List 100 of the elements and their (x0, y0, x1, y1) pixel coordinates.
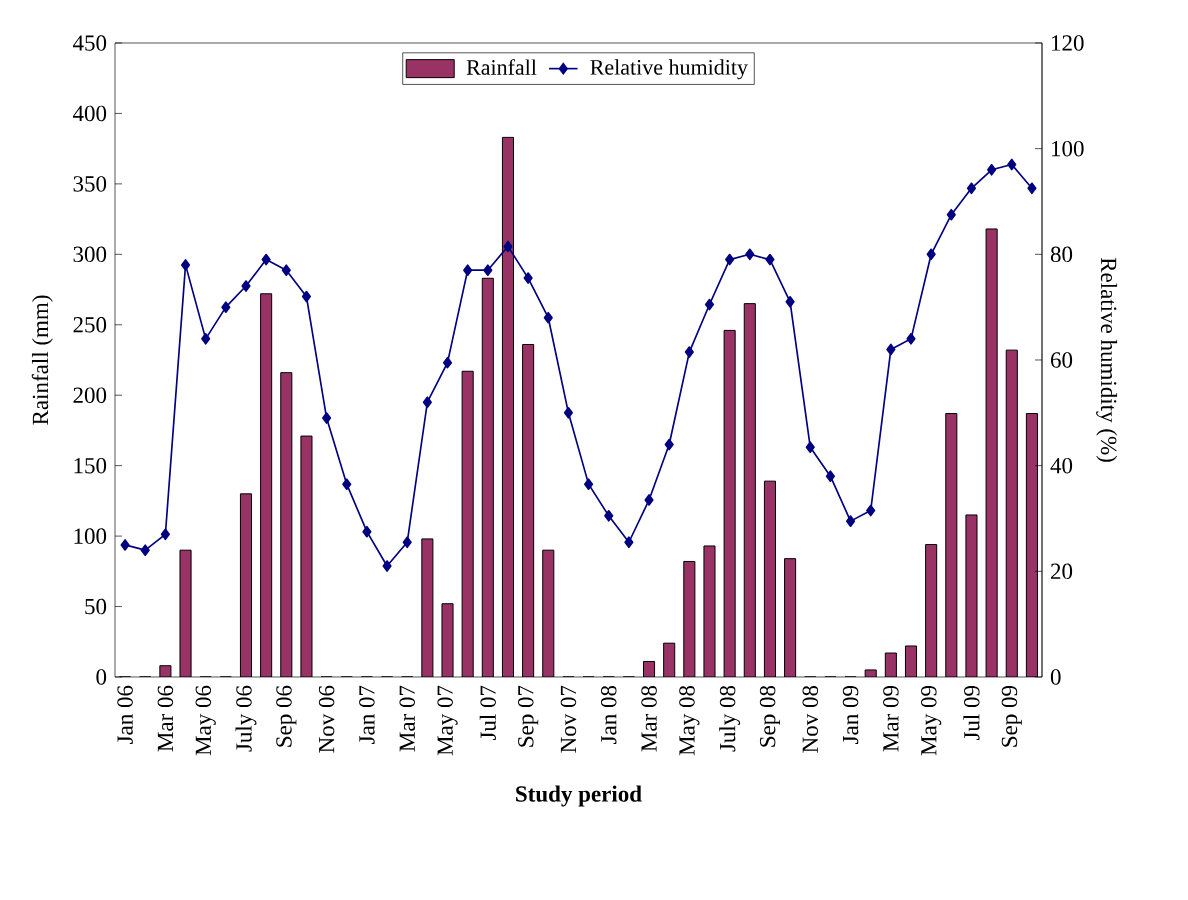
point (1027, 182, 1037, 195)
x-tick-label: Jan 06 (117, 685, 133, 744)
point (442, 356, 453, 369)
point (483, 264, 493, 277)
point (342, 478, 352, 490)
point (301, 290, 312, 303)
point (725, 253, 735, 266)
x-tick-label: Nov 06 (318, 685, 335, 753)
point (825, 470, 835, 483)
y2-tick-label: 40 (1050, 457, 1073, 474)
y2-tick-label: 60 (1050, 352, 1073, 368)
point (583, 478, 594, 490)
y-tick-label: 100 (74, 528, 107, 544)
point (563, 406, 574, 419)
point (140, 544, 150, 557)
point (523, 272, 533, 284)
x-tick-label: Mar 08 (641, 685, 657, 752)
point (664, 438, 674, 451)
x-tick-label: May 06 (195, 685, 216, 756)
point (402, 536, 412, 549)
y-tick-label: 250 (73, 317, 107, 333)
point (644, 494, 654, 506)
x-tick-label: Sep 09 (1001, 685, 1022, 747)
point (684, 346, 694, 358)
point (221, 301, 231, 313)
point (362, 525, 372, 538)
point (765, 253, 775, 266)
x-tick-label: May 08 (679, 685, 700, 756)
bar (239, 493, 253, 677)
y2-tick-label: 80 (1050, 246, 1073, 263)
point (120, 539, 130, 551)
point (281, 264, 291, 277)
point (866, 504, 876, 517)
point (604, 510, 614, 522)
bar (945, 413, 958, 677)
x-tick-label: May 09 (921, 685, 942, 756)
x-tick-label: May 07 (437, 685, 458, 756)
bar (501, 136, 515, 677)
bar (1005, 349, 1018, 677)
y-tick-label: 0 (96, 669, 107, 685)
y-tick-label: 200 (73, 387, 107, 403)
x-tick-label: Jan 07 (359, 685, 375, 744)
x-tick-label: Jan 08 (600, 685, 617, 744)
point (201, 333, 211, 345)
y-tick-label: 350 (73, 176, 107, 192)
point (845, 515, 856, 527)
bar (743, 303, 756, 677)
point (463, 264, 473, 277)
point (926, 248, 936, 261)
point (241, 280, 251, 292)
x-tick-label: Mar 06 (157, 685, 174, 752)
x-tick-label: Nov 07 (560, 685, 577, 753)
point (704, 298, 715, 311)
x-tick-label: Jan 09 (842, 685, 859, 744)
point (1007, 158, 1017, 171)
y2-tick-label: 0 (1050, 669, 1061, 685)
y-axis-title: Rainfall (mm) (31, 295, 53, 425)
x-tick-label: July 06 (235, 685, 257, 752)
point (785, 296, 795, 308)
y-tick-label: 300 (73, 246, 107, 263)
x-tick-label: Nov 08 (802, 685, 819, 753)
point (382, 560, 392, 572)
point (886, 343, 896, 356)
point (987, 163, 997, 176)
x-tick-label: July 08 (719, 685, 741, 752)
y2-axis-title: Relative humidity (%) (1096, 257, 1118, 462)
y-tick-label: 450 (72, 35, 107, 51)
point (624, 536, 634, 549)
bar (461, 370, 474, 677)
point (966, 182, 977, 195)
y-tick-label: 50 (85, 598, 107, 615)
x-tick-label: Mar 07 (399, 685, 415, 752)
point (261, 253, 271, 266)
point (946, 208, 956, 221)
bar (1025, 413, 1038, 677)
point (160, 528, 170, 541)
point (180, 259, 191, 271)
bar (723, 329, 736, 677)
point (805, 441, 815, 453)
y-tick-label: 400 (72, 105, 107, 122)
x-tick-label: Jul 07 (479, 685, 496, 741)
point (322, 412, 332, 424)
point (543, 311, 553, 324)
bar (280, 372, 293, 677)
bar (260, 293, 273, 677)
x-tick-label: Jul 09 (963, 685, 980, 741)
legend-label: Rainfall (466, 59, 537, 75)
bar (985, 228, 998, 677)
y-tick-label: 150 (74, 457, 107, 474)
x-tick-label: Mar 09 (883, 685, 899, 752)
y2-tick-label: 100 (1052, 140, 1084, 157)
point (422, 396, 432, 409)
x-axis-title: Study period (516, 785, 642, 807)
legend-label: Relative humidity (590, 59, 748, 80)
point (906, 333, 916, 345)
bar (522, 343, 535, 677)
y2-tick-label: 120 (1052, 35, 1084, 51)
point (503, 240, 513, 253)
point (745, 248, 755, 261)
x-tick-label: Sep 06 (276, 685, 297, 747)
